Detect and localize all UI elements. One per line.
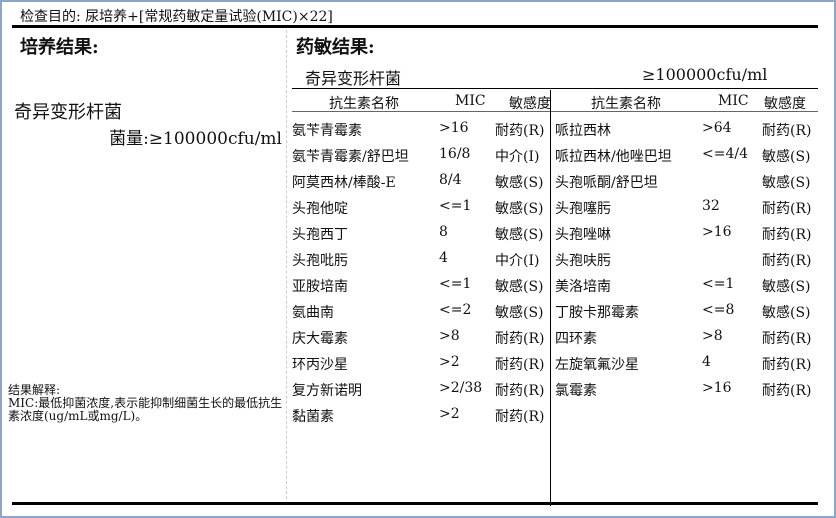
culture-heading: 培养结果:	[20, 37, 99, 58]
mic-value: >2	[439, 354, 460, 370]
mic-value: 16/8	[439, 146, 471, 162]
susceptibility-result: 敏感(S)	[495, 201, 544, 217]
susceptibility-result: 敏感(S)	[495, 279, 544, 295]
antibiotic-name: 亚胺培南	[292, 279, 348, 295]
susceptibility-result: 中介(I)	[495, 253, 540, 269]
antibiotic-name: 美洛培南	[555, 279, 611, 295]
susceptibility-result: 中介(I)	[495, 149, 540, 165]
antibiotic-name: 庆大霉素	[292, 331, 348, 347]
susceptibility-result: 敏感(S)	[495, 305, 544, 321]
table-top-line	[292, 88, 818, 89]
antibiotic-name: 头孢他啶	[292, 201, 348, 217]
susceptibility-result: 耐药(R)	[495, 123, 545, 139]
susceptibility-result: 敏感(S)	[762, 149, 811, 165]
susceptibility-result: 耐药(R)	[762, 253, 812, 269]
susceptibility-count: ≥100000cfu/ml	[642, 65, 768, 84]
exam-purpose: 检查目的: 尿培养+[常规药敏定量试验(MIC)×22]	[20, 9, 333, 25]
mic-value: >8	[702, 328, 723, 344]
mic-value: 8/4	[439, 172, 462, 188]
antibiotic-name: 氨苄青霉素/舒巴坦	[292, 149, 409, 165]
mic-value: 4	[439, 250, 448, 266]
column-header: 抗生素名称	[329, 96, 399, 112]
mic-value: >16	[702, 224, 732, 240]
mic-value: <=1	[702, 276, 735, 292]
susceptibility-result: 耐药(R)	[762, 201, 812, 217]
antibiotic-name: 左旋氧氟沙星	[555, 357, 639, 373]
antibiotic-name: 复方新诺明	[292, 383, 362, 399]
susceptibility-result: 耐药(R)	[762, 331, 812, 347]
column-divider	[286, 30, 287, 504]
susceptibility-result: 耐药(R)	[762, 357, 812, 373]
result-explanation: 结果解释: MIC:最低抑菌浓度,表示能抑制细菌生长的最低抗生素浓度(ug/mL…	[8, 384, 283, 423]
column-header: MIC	[455, 93, 486, 109]
antibiotic-name: 哌拉西林	[555, 123, 611, 139]
culture-organism: 奇异变形杆菌	[14, 102, 122, 123]
antibiotic-name: 四环素	[555, 331, 597, 347]
susceptibility-result: 耐药(R)	[762, 123, 812, 139]
antibiotic-name: 阿莫西林/棒酸-E	[292, 175, 396, 191]
mic-value: <=4/4	[702, 146, 748, 162]
susceptibility-organism: 奇异变形杆菌	[305, 69, 402, 88]
antibiotic-name: 哌拉西林/他唑巴坦	[555, 149, 672, 165]
mic-value: <=1	[439, 198, 472, 214]
mic-value: >8	[439, 328, 460, 344]
susceptibility-result: 敏感(S)	[495, 227, 544, 243]
antibiotic-name: 氯霉素	[555, 383, 597, 399]
culture-count: 菌量:≥100000cfu/ml	[109, 129, 282, 149]
top-divider	[12, 25, 818, 28]
column-header: 敏感度	[509, 96, 551, 112]
mic-value: <=2	[439, 302, 472, 318]
antibiotic-name: 环丙沙星	[292, 357, 348, 373]
mic-value: >2	[439, 406, 460, 422]
antibiotic-name: 头孢哌酮/舒巴坦	[555, 175, 658, 191]
antibiotic-name: 头孢唑啉	[555, 227, 611, 243]
antibiotic-name: 黏菌素	[292, 409, 334, 425]
explanation-title: 结果解释:	[8, 383, 61, 397]
susceptibility-result: 耐药(R)	[762, 383, 812, 399]
mic-value: 32	[702, 198, 720, 214]
antibiotic-name: 氨曲南	[292, 305, 334, 321]
susceptibility-result: 耐药(R)	[495, 331, 545, 347]
mic-value: <=1	[439, 276, 472, 292]
column-header: 敏感度	[764, 96, 806, 112]
susceptibility-heading: 药敏结果:	[296, 37, 375, 58]
antibiotic-name: 头孢西丁	[292, 227, 348, 243]
explanation-text: MIC:最低抑菌浓度,表示能抑制细菌生长的最低抗生素浓度(ug/mL或mg/L)…	[8, 396, 283, 423]
susceptibility-result: 敏感(S)	[762, 305, 811, 321]
susceptibility-result: 耐药(R)	[495, 383, 545, 399]
antibiotic-name: 头孢呋肟	[555, 253, 611, 269]
antibiotic-name: 头孢噻肟	[555, 201, 611, 217]
table-center-divider	[550, 90, 551, 506]
mic-value: <=8	[702, 302, 735, 318]
column-header: MIC	[718, 93, 749, 109]
antibiotic-name: 氨苄青霉素	[292, 123, 362, 139]
susceptibility-result: 耐药(R)	[495, 357, 545, 373]
antibiotic-name: 丁胺卡那霉素	[555, 305, 639, 321]
susceptibility-result: 敏感(S)	[762, 279, 811, 295]
mic-value: 8	[439, 224, 448, 240]
susceptibility-result: 敏感(S)	[495, 175, 544, 191]
mic-value: >16	[702, 380, 732, 396]
bottom-divider	[12, 502, 818, 505]
table-header-line	[292, 111, 818, 112]
antibiotic-name: 头孢吡肟	[292, 253, 348, 269]
mic-value: >64	[702, 120, 732, 136]
susceptibility-result: 耐药(R)	[762, 227, 812, 243]
mic-value: >16	[439, 120, 469, 136]
mic-value: >2/38	[439, 380, 483, 396]
susceptibility-result: 敏感(S)	[762, 175, 811, 191]
susceptibility-result: 耐药(R)	[495, 409, 545, 425]
column-header: 抗生素名称	[591, 96, 661, 112]
mic-value: 4	[702, 354, 711, 370]
